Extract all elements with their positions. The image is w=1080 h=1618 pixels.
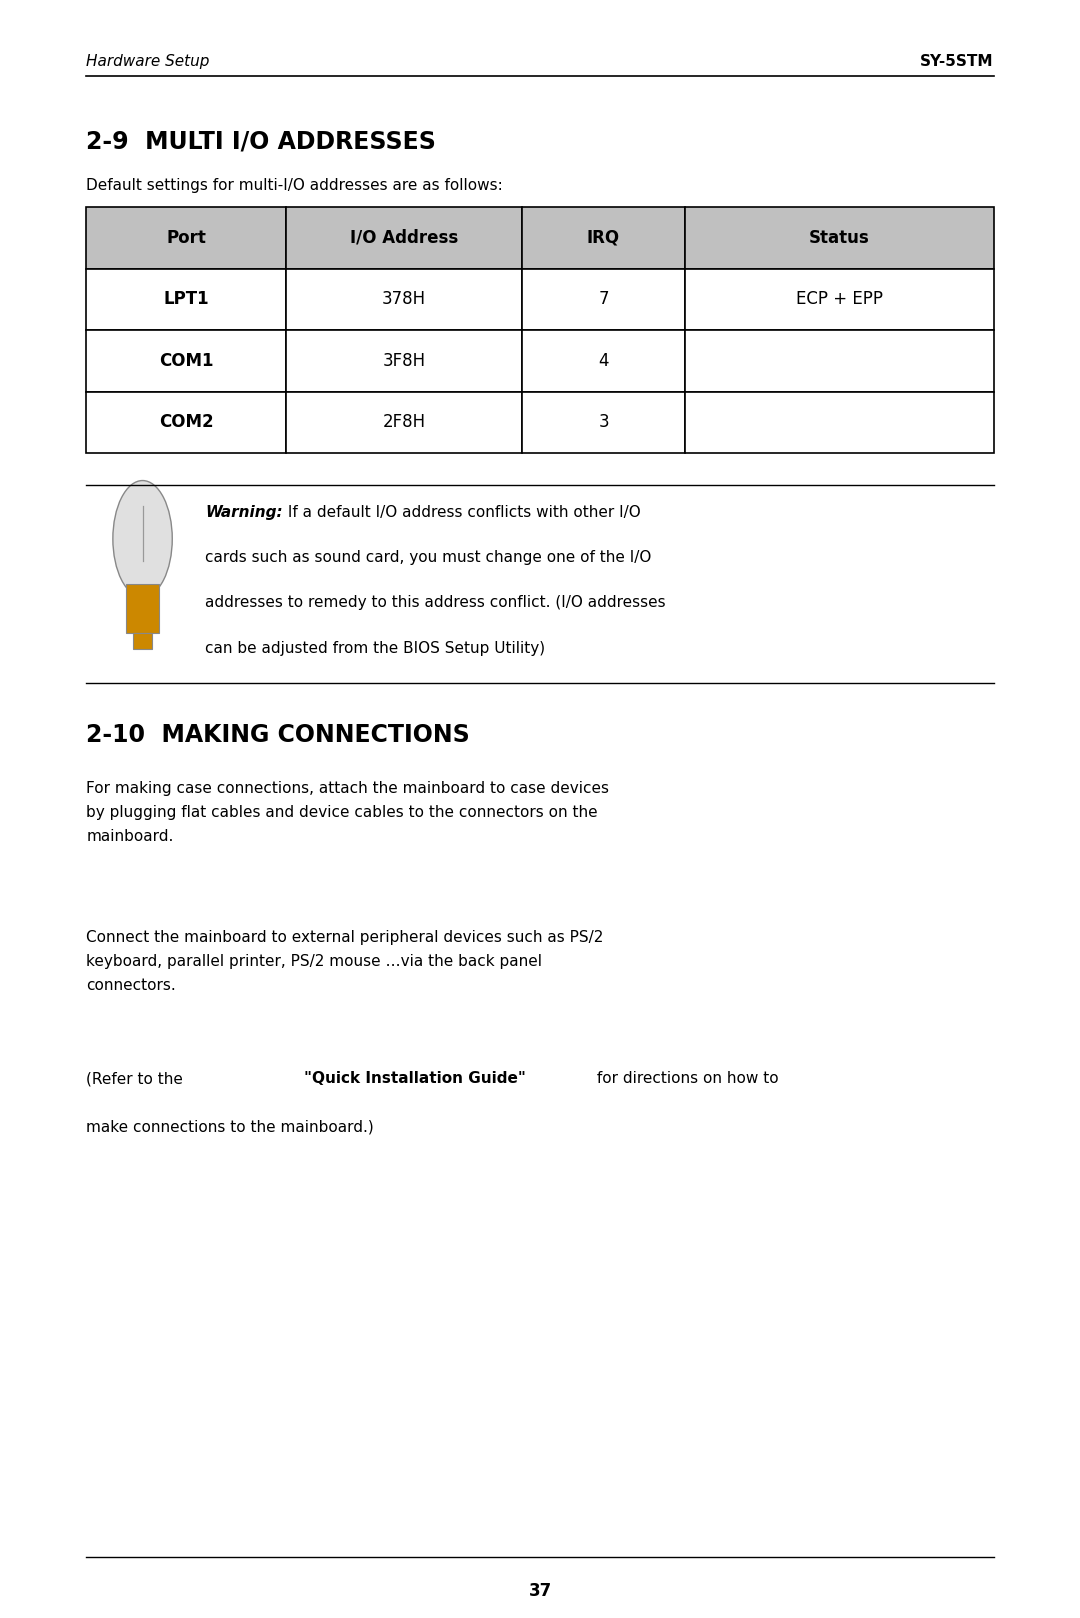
Text: I/O Address: I/O Address <box>350 228 458 248</box>
Text: for directions on how to: for directions on how to <box>592 1071 779 1086</box>
FancyBboxPatch shape <box>133 633 152 649</box>
FancyBboxPatch shape <box>286 207 522 269</box>
Text: 2-10  MAKING CONNECTIONS: 2-10 MAKING CONNECTIONS <box>86 723 470 748</box>
Text: (Refer to the: (Refer to the <box>86 1071 188 1086</box>
Text: Status: Status <box>809 228 869 248</box>
Text: 3F8H: 3F8H <box>382 351 426 371</box>
Text: COM1: COM1 <box>159 351 214 371</box>
Text: LPT1: LPT1 <box>163 290 210 309</box>
FancyBboxPatch shape <box>86 269 286 330</box>
FancyBboxPatch shape <box>685 207 994 269</box>
Text: Connect the mainboard to external peripheral devices such as PS/2
keyboard, para: Connect the mainboard to external periph… <box>86 930 604 993</box>
Text: COM2: COM2 <box>159 413 214 432</box>
FancyBboxPatch shape <box>86 330 286 392</box>
Text: addresses to remedy to this address conflict. (I/O addresses: addresses to remedy to this address conf… <box>205 595 666 610</box>
Text: 3: 3 <box>598 413 609 432</box>
FancyBboxPatch shape <box>286 330 522 392</box>
Text: SY-5STM: SY-5STM <box>920 53 994 70</box>
Text: make connections to the mainboard.): make connections to the mainboard.) <box>86 1120 374 1134</box>
FancyBboxPatch shape <box>86 392 286 453</box>
Text: 37: 37 <box>528 1582 552 1600</box>
Text: If a default I/O address conflicts with other I/O: If a default I/O address conflicts with … <box>283 505 640 519</box>
Text: 378H: 378H <box>382 290 426 309</box>
FancyBboxPatch shape <box>522 207 685 269</box>
Text: Hardware Setup: Hardware Setup <box>86 53 210 70</box>
Text: "Quick Installation Guide": "Quick Installation Guide" <box>303 1071 526 1086</box>
Text: ECP + EPP: ECP + EPP <box>796 290 882 309</box>
FancyBboxPatch shape <box>522 269 685 330</box>
Text: For making case connections, attach the mainboard to case devices
by plugging fl: For making case connections, attach the … <box>86 781 609 845</box>
Text: cards such as sound card, you must change one of the I/O: cards such as sound card, you must chang… <box>205 550 651 565</box>
FancyBboxPatch shape <box>522 330 685 392</box>
FancyBboxPatch shape <box>126 584 159 633</box>
Text: 4: 4 <box>598 351 609 371</box>
FancyBboxPatch shape <box>685 392 994 453</box>
FancyBboxPatch shape <box>86 207 286 269</box>
Text: can be adjusted from the BIOS Setup Utility): can be adjusted from the BIOS Setup Util… <box>205 641 545 655</box>
FancyBboxPatch shape <box>685 330 994 392</box>
Text: Warning:: Warning: <box>205 505 283 519</box>
FancyBboxPatch shape <box>286 269 522 330</box>
Text: Default settings for multi-I/O addresses are as follows:: Default settings for multi-I/O addresses… <box>86 178 503 193</box>
Text: 7: 7 <box>598 290 609 309</box>
Text: Port: Port <box>166 228 206 248</box>
Text: 2F8H: 2F8H <box>382 413 426 432</box>
Text: 2-9  MULTI I/O ADDRESSES: 2-9 MULTI I/O ADDRESSES <box>86 129 436 154</box>
Text: IRQ: IRQ <box>586 228 620 248</box>
Ellipse shape <box>113 481 173 597</box>
FancyBboxPatch shape <box>522 392 685 453</box>
FancyBboxPatch shape <box>286 392 522 453</box>
FancyBboxPatch shape <box>685 269 994 330</box>
